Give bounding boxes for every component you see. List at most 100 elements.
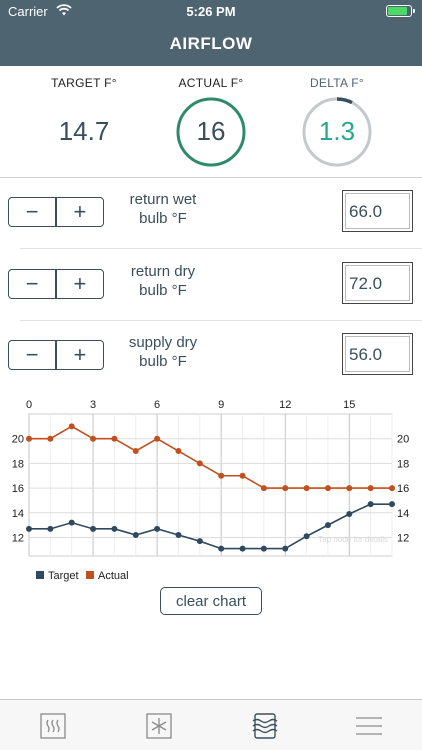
return-dry-bulb-field[interactable]: 72.0 (342, 262, 413, 304)
data-point-target (324, 522, 331, 529)
x-tick-label: 9 (218, 399, 224, 411)
actual-ring: 16 (176, 97, 246, 167)
control-label-line2: bulb °F (139, 353, 187, 370)
data-point-actual (132, 448, 139, 455)
y-tick-label-right: 14 (397, 508, 409, 520)
control-label-line2: bulb °F (139, 282, 187, 299)
heat-icon[interactable] (40, 713, 66, 739)
actual-value: 16 (196, 116, 226, 146)
legend-label-actual: Actual (98, 570, 129, 582)
y-tick-label-right: 12 (397, 532, 409, 544)
y-tick-label-right: 18 (397, 458, 409, 470)
return-wet-bulb-field[interactable]: 66.0 (342, 190, 413, 232)
data-point-target (346, 511, 353, 518)
y-tick-label-left: 18 (12, 458, 24, 470)
data-point-actual (154, 435, 161, 442)
data-point-actual (196, 460, 203, 467)
data-point-target (260, 545, 267, 552)
series-line-actual (29, 425, 392, 489)
data-point-target (196, 538, 203, 545)
delta-label: DELTA F° (309, 76, 365, 90)
supply-dry-bulb-field[interactable]: 56.0 (342, 333, 413, 375)
data-point-actual (90, 435, 97, 442)
data-point-target (175, 532, 182, 539)
x-tick-label: 12 (279, 399, 291, 411)
data-point-target (282, 545, 289, 552)
x-tick-label: 3 (90, 399, 96, 411)
legend-label-target: Target (48, 570, 79, 582)
control-label-line1: supply dry (128, 334, 198, 351)
return-dry-bulb-stepper: − + (8, 269, 104, 299)
data-point-target (26, 525, 32, 532)
temperature-chart[interactable]: 0 3 6 9 12 15 12 12 14 14 16 16 18 18 20 20 Tap node for… (0, 392, 422, 592)
actual-stat: ACTUAL F° 16 (141, 66, 281, 178)
carrier-label: Carrier (8, 4, 48, 19)
clear-chart-button[interactable]: clear chart (160, 587, 262, 615)
decrement-button[interactable]: − (25, 199, 39, 224)
y-tick-label-left: 12 (12, 532, 24, 544)
data-point-actual (324, 485, 331, 492)
delta-stat: DELTA F° 1.3 (267, 66, 407, 178)
decrement-button[interactable]: − (25, 271, 39, 296)
y-tick-label-right: 20 (397, 434, 409, 446)
airflow-icon[interactable] (252, 713, 278, 739)
stats-divider (0, 177, 422, 178)
data-point-actual (26, 435, 32, 442)
target-stat: TARGET F° 14.7 (14, 66, 154, 178)
row-divider (20, 320, 422, 321)
x-tick-label: 15 (343, 399, 355, 411)
data-point-actual (47, 435, 54, 442)
wifi-icon (56, 3, 72, 20)
status-bar: Carrier 5:26 PM (0, 0, 422, 22)
battery-icon (386, 5, 415, 17)
delta-value: 1.3 (318, 116, 356, 146)
data-point-target (47, 525, 54, 532)
control-label-line2: bulb °F (139, 210, 187, 227)
control-row-return-wet-bulb: − + return wet bulb °F 66.0 (0, 178, 422, 248)
data-point-target (303, 533, 310, 540)
status-time: 5:26 PM (186, 4, 236, 19)
increment-button[interactable]: + (73, 199, 87, 224)
data-point-target (367, 501, 374, 508)
supply-dry-bulb-stepper: − + (8, 340, 104, 370)
target-value: 14.7 (58, 116, 110, 146)
legend-swatch-actual (86, 571, 94, 579)
decrement-button[interactable]: − (25, 342, 39, 367)
control-row-supply-dry-bulb: − + supply dry bulb °F 56.0 (0, 321, 422, 391)
legend-swatch-target (36, 571, 44, 579)
data-point-target (154, 525, 161, 532)
target-label: TARGET F° (51, 76, 117, 90)
supply-dry-bulb-value: 56.0 (349, 345, 383, 364)
data-point-target (111, 525, 118, 532)
data-point-target (90, 525, 97, 532)
data-point-actual (68, 423, 75, 430)
chart-watermark: Tap node for details (318, 535, 388, 544)
data-point-actual (175, 448, 182, 455)
data-point-actual (282, 485, 289, 492)
data-point-actual (111, 435, 118, 442)
nav-bar: AIRFLOW (0, 22, 422, 66)
data-point-target (132, 532, 139, 539)
control-label-line1: return wet (129, 191, 197, 208)
return-wet-bulb-value: 66.0 (349, 202, 383, 221)
menu-icon[interactable] (356, 713, 382, 739)
data-point-target (389, 501, 395, 508)
data-point-actual (346, 485, 353, 492)
row-divider (20, 248, 422, 249)
increment-button[interactable]: + (73, 342, 87, 367)
series-line-target (29, 503, 392, 550)
control-label: return wet bulb °F (108, 190, 218, 228)
data-point-actual (218, 472, 225, 479)
return-dry-bulb-value: 72.0 (349, 274, 383, 293)
y-tick-label-left: 14 (12, 508, 24, 520)
data-point-target (218, 545, 225, 552)
control-label: supply dry bulb °F (108, 333, 218, 371)
tab-bar (0, 699, 422, 750)
y-tick-label-left: 20 (12, 434, 24, 446)
actual-label: ACTUAL F° (178, 76, 244, 90)
data-point-actual (260, 485, 267, 492)
increment-button[interactable]: + (73, 271, 87, 296)
data-point-actual (367, 485, 374, 492)
snowflake-icon[interactable] (146, 713, 172, 739)
control-label-line1: return dry (130, 263, 196, 280)
